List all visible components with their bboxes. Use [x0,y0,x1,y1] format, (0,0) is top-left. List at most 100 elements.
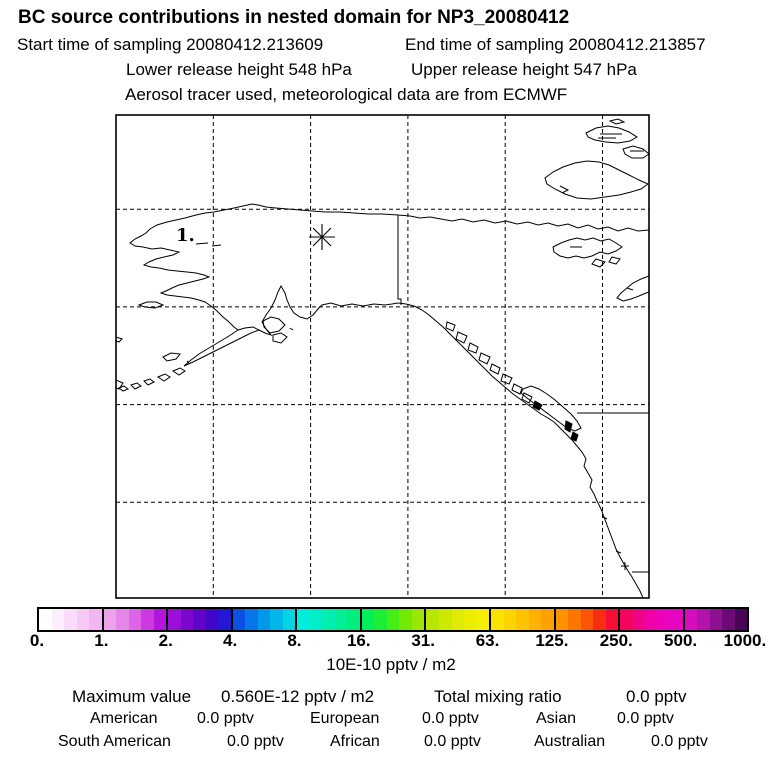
colorbar-cell [580,609,594,630]
colorbar-cell [359,609,375,630]
colorbar-tick-label: 1000. [723,631,767,650]
colorbar-cell [411,609,425,630]
colorbar-cell [295,609,310,630]
coast-west-alaska [129,228,239,331]
release-point-label: 1. [176,225,195,246]
colorbar-cell [180,609,194,630]
colorbar-cell [709,609,723,630]
region-value-african: 0.0 pptv [424,733,481,750]
colorbar-cell [193,609,206,630]
colorbar-cell [503,609,517,630]
panhandle-archipelago [445,321,533,404]
region-label-australian: Australian [534,733,606,750]
colorbar-cell [516,609,529,630]
maximum-value: 0.560E-12 pptv / m2 [221,687,375,706]
colorbar-tick-label: 2. [158,631,173,650]
aleutian-islands [117,352,186,392]
colorbar-cell [51,609,65,630]
colorbar-cell [153,609,167,630]
coast-panhandle-mainland [397,302,555,423]
region-value-european: 0.0 pptv [422,710,479,727]
victoria-island-west [552,237,623,268]
colorbar-tick-label: 31. [411,631,435,650]
colorbar-cell [438,609,452,630]
colorbar-cell [541,609,554,630]
colorbar-tick-label: 500. [664,631,698,650]
colorbar [37,607,749,632]
coast-southcentral [258,284,399,337]
colorbar-tick-label: 0. [29,631,45,650]
start-time-text: Start time of sampling 20080412.213609 [17,35,324,54]
colorbar-cell [230,609,246,630]
colorbar-cell [245,609,258,630]
colorbar-cell [76,609,90,630]
colorbar-cell [605,609,619,630]
colorbar-cell [553,609,569,630]
seward-shore-marks [195,242,222,247]
colorbar-cell [128,609,142,630]
colorbar-cell [424,609,439,630]
colorbar-cell [464,609,477,630]
arctic-archipelago-islands [585,118,650,159]
colorbar-cell [309,609,323,630]
colorbar-cell [116,609,129,630]
colorbar-ticks: 0. 1. 2. 4. 8. 16. 31. 63. 125. 250. 500. 1000. [30,631,766,651]
region-label-asian: Asian [536,710,577,727]
region-value-american: 0.0 pptv [197,710,254,727]
coastlines [115,118,650,599]
colorbar-cell [476,609,490,630]
colorbar-cell [682,609,698,630]
colorbar-cell [347,609,360,630]
total-mixing-ratio-value: 0.0 pptv [626,687,687,706]
region-value-south-american: 0.0 pptv [227,733,284,750]
kodiak-islands [186,316,294,364]
end-time-text: End time of sampling 20080412.213857 [405,35,706,54]
colorbar-cell [722,609,735,630]
region-label-african: African [330,733,380,750]
colorbar-cell [670,609,683,630]
colorbar-cell [89,609,102,630]
colorbar-cell [257,609,271,630]
maximum-value-line: Maximum value 0.560E-12 pptv / m2 [72,687,374,707]
vancouver-island [520,385,582,432]
lower-release-text: Lower release height 548 hPa [126,60,352,79]
upper-release-text: Upper release height 547 hPa [411,60,637,79]
colorbar-cell [618,609,633,630]
coast-west-us [553,421,644,599]
colorbar-cell [632,609,646,630]
alaska-peninsula [183,326,261,367]
colorbar-cell [334,609,348,630]
region-value-asian: 0.0 pptv [617,710,674,727]
colorbar-tick-label: 125. [535,631,569,650]
total-mixing-ratio-label: Total mixing ratio [434,687,562,706]
colorbar-cell [374,609,387,630]
region-label-european: European [310,710,380,727]
tracer-note-text: Aerosol tracer used, meteorological data… [125,85,568,104]
colorbar-tick-label: 63. [475,631,500,650]
region-label-south-american: South American [58,733,171,750]
colorbar-cell [64,609,77,630]
alaska-yukon-border [397,215,402,305]
colorbar-cell [697,609,710,630]
colorbar-cell [593,609,606,630]
colorbar-cell [141,609,154,630]
california-coast-marks [602,516,629,570]
colorbar-cell [205,609,219,630]
left-edge-land-stubs [115,336,124,390]
colorbar-tick-label: 16. [346,631,371,650]
region-label-american: American [90,710,158,727]
coast-right-edge [616,275,650,302]
colorbar-tick-label: 4. [222,631,238,650]
colorbar-cell [645,609,658,630]
colorbar-cell [270,609,283,630]
puget-sound-islets [532,400,579,442]
colorbar-cell [451,609,465,630]
colorbar-cell [568,609,581,630]
colorbar-tick-label: 250. [599,631,633,650]
colorbar-cell [39,609,52,630]
coast-arctic [149,203,650,232]
maximum-value-label: Maximum value [72,687,192,706]
colorbar-tick-label: 8. [287,631,302,650]
